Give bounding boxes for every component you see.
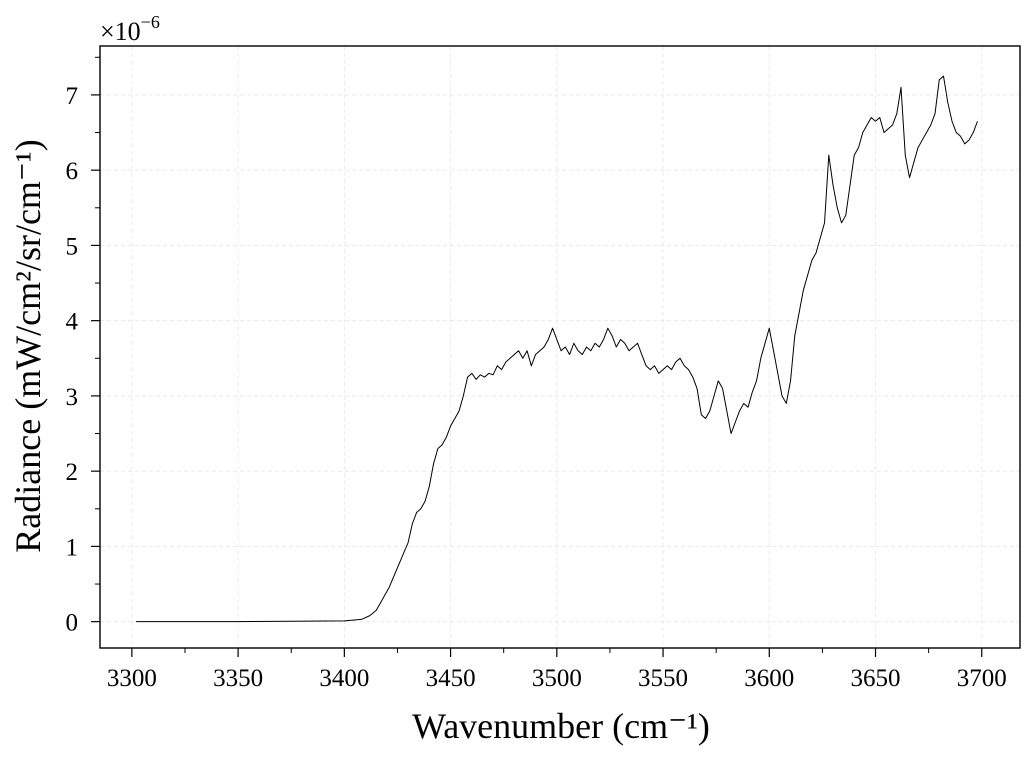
x-tick-label: 3650 — [851, 665, 901, 692]
x-tick-label: 3300 — [107, 665, 157, 692]
y-tick-label: 7 — [66, 83, 79, 110]
y-tick-label: 5 — [66, 233, 79, 260]
y-multiplier-exponent: −6 — [141, 12, 160, 32]
x-tick-label: 3550 — [638, 665, 688, 692]
y-tick-label: 2 — [66, 459, 79, 486]
x-axis: 3300 3350 3400 3450 3500 3550 3600 3650 3700 — [107, 648, 1007, 692]
y-axis-title: Radiance (mW/cm²/sr/cm⁻¹) — [8, 139, 48, 552]
x-tick-label: 3450 — [426, 665, 476, 692]
y-tick-label: 4 — [66, 309, 79, 336]
y-multiplier-label: ×10−6 — [100, 12, 160, 46]
y-tick-label: 0 — [66, 610, 79, 637]
x-tick-label: 3700 — [957, 665, 1007, 692]
x-axis-title: Wavenumber (cm⁻¹) — [412, 706, 710, 746]
y-axis: 0 1 2 3 4 5 6 7 — [66, 56, 100, 637]
y-tick-label: 3 — [66, 384, 79, 411]
radiance-series-line — [136, 75, 978, 623]
x-tick-label: 3500 — [532, 665, 582, 692]
x-tick-label: 3350 — [213, 665, 263, 692]
x-tick-label: 3600 — [744, 665, 794, 692]
y-tick-label: 1 — [66, 534, 79, 561]
y-tick-label: 6 — [66, 158, 79, 185]
x-tick-label: 3400 — [319, 665, 369, 692]
grid — [100, 46, 1020, 648]
y-multiplier-base: ×10 — [100, 17, 141, 46]
plot-frame — [99, 45, 1021, 649]
